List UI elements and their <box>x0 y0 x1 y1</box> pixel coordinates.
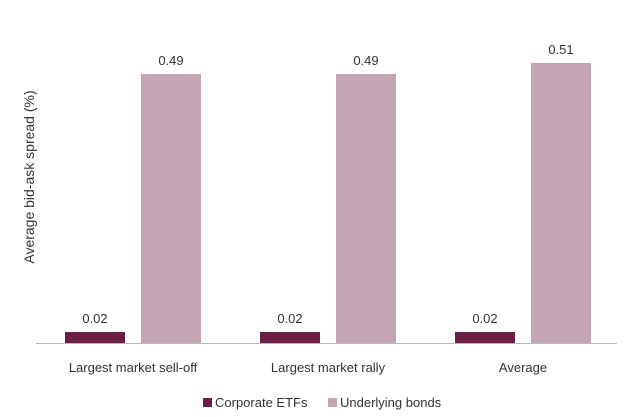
y-axis-label: Average bid-ask spread (%) <box>21 90 37 263</box>
legend-swatch <box>328 398 337 407</box>
data-label: 0.02 <box>82 311 107 326</box>
data-label: 0.02 <box>472 311 497 326</box>
bar-corporate-etfs-2 <box>455 332 515 343</box>
bar-underlying-bonds-0 <box>141 73 201 344</box>
legend-label: Underlying bonds <box>340 395 442 410</box>
legend-swatch <box>203 398 212 407</box>
legend: Corporate ETFs Underlying bonds <box>203 395 442 410</box>
x-tick-label: Largest market sell-off <box>69 360 198 375</box>
data-label: 0.51 <box>548 42 573 57</box>
x-tick-label: Average <box>499 360 547 375</box>
data-label: 0.02 <box>277 311 302 326</box>
plot-area: 0.02 0.49 Largest market sell-off 0.02 0.49 L… <box>65 42 591 375</box>
x-tick-label: Largest market rally <box>271 360 386 375</box>
data-label: 0.49 <box>353 53 378 68</box>
bar-corporate-etfs-0 <box>65 332 125 343</box>
bar-underlying-bonds-2 <box>531 63 591 343</box>
data-label: 0.49 <box>158 53 183 68</box>
legend-label: Corporate ETFs <box>215 395 308 410</box>
bar-corporate-etfs-1 <box>260 332 320 343</box>
bar-underlying-bonds-1 <box>336 73 396 344</box>
